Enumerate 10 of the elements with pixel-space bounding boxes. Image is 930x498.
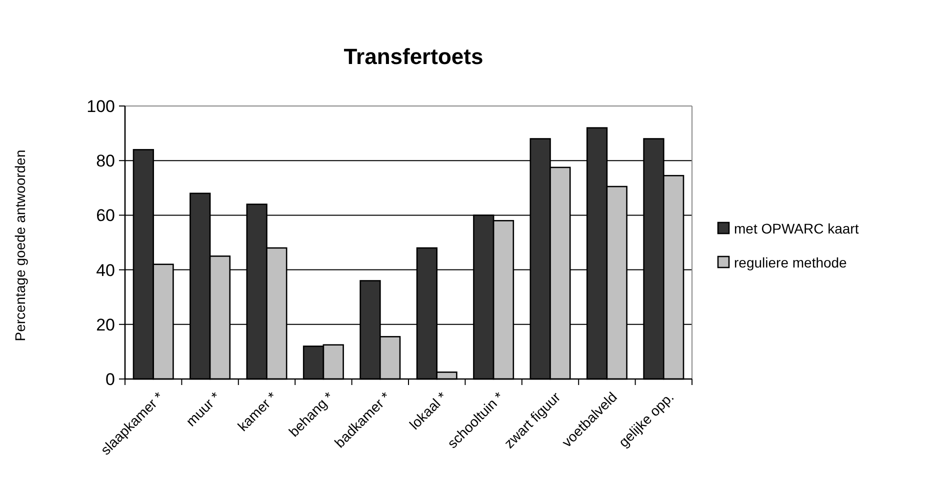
y-tick-label: 80: [96, 152, 115, 171]
legend-label: reguliere methode: [734, 254, 848, 270]
y-axis-title: Percentage goede antwoorden: [12, 150, 28, 342]
legend-label: met OPWARC kaart: [734, 220, 859, 236]
y-tick-label: 100: [86, 96, 115, 116]
chart-title: Transfertoets: [344, 44, 484, 69]
y-tick-label: 40: [96, 260, 115, 280]
y-tick-label: 0: [106, 370, 115, 389]
y-tick-label: 20: [96, 315, 115, 334]
y-tick-label: 60: [96, 206, 115, 226]
